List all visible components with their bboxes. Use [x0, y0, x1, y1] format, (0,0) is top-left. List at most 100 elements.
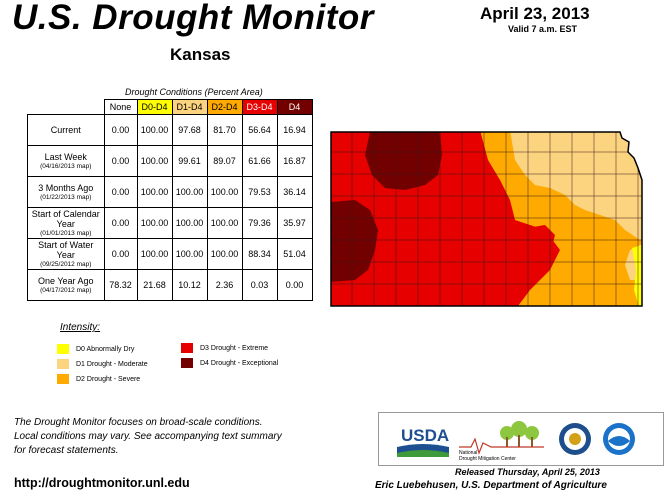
legend-swatch-d3 — [181, 343, 193, 353]
table-cell: 0.00 — [103, 176, 138, 208]
table-row: Last Week (04/16/2013 map) 0.00 100.00 99… — [27, 145, 313, 177]
author-credit: Eric Luebehusen, U.S. Department of Agri… — [375, 480, 607, 491]
note-line: for forecast statements. — [14, 445, 119, 456]
table-row: Start of Calendar Year (01/01/2013 map) 0… — [27, 207, 313, 239]
kansas-drought-map — [330, 131, 643, 307]
table-row: Current 0.00 100.00 97.68 81.70 56.64 16… — [27, 114, 313, 146]
table-cell: 100.00 — [136, 207, 173, 239]
table-cell: 0.00 — [276, 269, 313, 301]
table-cell: 89.07 — [206, 145, 243, 177]
table-row: 3 Months Ago (01/22/2013 map) 0.00 100.00… — [27, 176, 313, 208]
row-label-text: Current — [50, 125, 81, 135]
state-outline — [330, 131, 643, 307]
table-cell: 100.00 — [171, 238, 208, 270]
table-cell: 0.00 — [103, 145, 138, 177]
row-sublabel: (01/22/2013 map) — [40, 193, 92, 201]
row-label: Start of Calendar Year (01/01/2013 map) — [27, 207, 105, 239]
release-date: Released Thursday, April 25, 2013 — [455, 467, 600, 477]
table-row: Start of Water Year (09/25/2012 map) 0.00… — [27, 238, 313, 270]
table-cell: 100.00 — [136, 145, 173, 177]
table-cell: 97.68 — [171, 114, 208, 146]
col-header-d2-d4: D2-D4 — [206, 99, 243, 115]
ndmc-text: National — [459, 450, 477, 456]
row-label: Current — [27, 114, 105, 146]
doc-seal-icon — [559, 423, 591, 455]
row-label-text: Last Week — [44, 151, 87, 162]
table-cell: 16.87 — [276, 145, 313, 177]
row-label: One Year Ago (04/17/2012 map) — [27, 269, 105, 301]
table-cell: 79.36 — [241, 207, 278, 239]
legend-swatch-d4 — [181, 358, 193, 368]
table-cell: 0.00 — [103, 207, 138, 239]
table-cell: 61.66 — [241, 145, 278, 177]
row-label: Last Week (04/16/2013 map) — [27, 145, 105, 177]
col-header-none: None — [103, 99, 138, 115]
d4-north-region — [365, 132, 442, 190]
d1-region — [510, 132, 642, 240]
drought-conditions-table: None D0-D4 D1-D4 D2-D4 D3-D4 D4 Current … — [27, 99, 313, 301]
table-cell: 0.00 — [103, 114, 138, 146]
d0-region — [632, 240, 642, 306]
table-cell: 88.34 — [241, 238, 278, 270]
table-cell: 100.00 — [136, 176, 173, 208]
noaa-logo-icon — [603, 423, 635, 455]
table-cell: 36.14 — [276, 176, 313, 208]
legend-swatch-d1 — [57, 359, 69, 369]
usda-logo-text: USDA — [401, 426, 449, 445]
page-title: U.S. Drought Monitor — [12, 0, 374, 37]
legend-label-d4: D4 Drought - Exceptional — [200, 360, 279, 367]
table-cell: 100.00 — [206, 207, 243, 239]
row-sublabel: (04/17/2012 map) — [40, 286, 92, 294]
table-cell: 100.00 — [206, 238, 243, 270]
table-cell: 16.94 — [276, 114, 313, 146]
table-cell: 100.00 — [171, 176, 208, 208]
disclaimer-note: The Drought Monitor focuses on broad-sca… — [14, 416, 344, 458]
note-line: Local conditions may vary. See accompany… — [14, 431, 282, 442]
table-cell: 56.64 — [241, 114, 278, 146]
table-cell: 35.97 — [276, 207, 313, 239]
table-row: One Year Ago (04/17/2012 map) 78.32 21.68… — [27, 269, 313, 301]
drought-monitor-link[interactable]: http://droughtmonitor.unl.edu — [14, 476, 190, 490]
legend-label-d2: D2 Drought - Severe — [76, 376, 141, 383]
legend-title: Intensity: — [60, 322, 101, 333]
table-cell: 81.70 — [206, 114, 243, 146]
table-cell: 10.12 — [171, 269, 208, 301]
ndmc-text: Drought Mitigation Center — [459, 456, 516, 462]
row-label: Start of Water Year (09/25/2012 map) — [27, 238, 105, 270]
state-name: Kansas — [170, 45, 231, 64]
row-sublabel: (04/16/2013 map) — [40, 162, 92, 170]
row-sublabel: (01/01/2013 map) — [40, 229, 92, 237]
row-label-text: Start of Calendar Year — [31, 208, 100, 229]
legend-label-d0: D0 Abnormally Dry — [76, 346, 135, 353]
col-header-d1-d4: D1-D4 — [171, 99, 208, 115]
map-date: April 23, 2013 — [480, 4, 590, 23]
d3-tongue — [505, 225, 555, 295]
table-cell: 78.32 — [103, 269, 138, 301]
table-cell: 99.61 — [171, 145, 208, 177]
table-corner — [27, 99, 105, 115]
ndmc-logo: National Drought Mitigation Center — [459, 421, 544, 462]
table-cell: 0.00 — [103, 238, 138, 270]
row-sublabel: (09/25/2012 map) — [40, 260, 92, 268]
col-header-d3-d4: D3-D4 — [241, 99, 278, 115]
table-cell: 51.04 — [276, 238, 313, 270]
usda-logo: USDA — [397, 423, 449, 457]
row-label-text: 3 Months Ago — [38, 182, 94, 193]
table-cell: 100.00 — [136, 114, 173, 146]
legend-swatch-d2 — [57, 374, 69, 384]
table-cell: 2.36 — [206, 269, 243, 301]
row-label-text: Start of Water Year — [38, 239, 94, 260]
table-cell: 100.00 — [136, 238, 173, 270]
table-cell: 79.53 — [241, 176, 278, 208]
row-label: 3 Months Ago (01/22/2013 map) — [27, 176, 105, 208]
county-lines — [331, 132, 642, 306]
table-cell: 100.00 — [206, 176, 243, 208]
col-header-d0-d4: D0-D4 — [136, 99, 173, 115]
partner-logos: USDA National Drought Mitigation Center — [378, 412, 664, 466]
col-header-d4: D4 — [276, 99, 313, 115]
legend-label-d3: D3 Drought - Extreme — [200, 345, 269, 352]
note-line: The Drought Monitor focuses on broad-sca… — [14, 417, 263, 428]
legend-swatch-d0 — [57, 344, 69, 354]
d4-southwest-region — [331, 200, 378, 282]
table-cell: 21.68 — [136, 269, 173, 301]
